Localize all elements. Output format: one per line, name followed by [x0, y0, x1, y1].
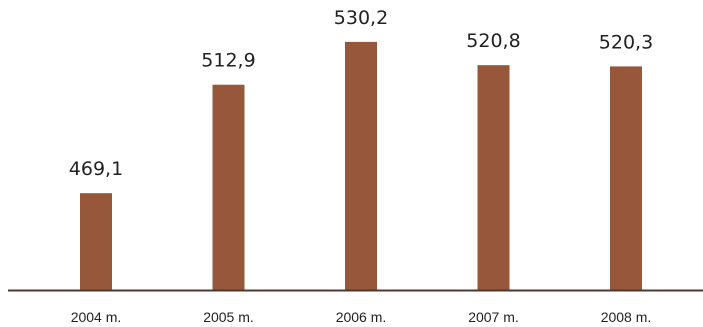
bar-value-label: 512,9 [201, 50, 255, 72]
bar-2004-m [80, 193, 112, 290]
bar-value-label: 469,1 [69, 158, 123, 180]
bar-value-label: 520,8 [466, 30, 520, 52]
bars-group [80, 41, 642, 291]
bar-2006-m [345, 41, 377, 291]
value-labels-group: 469,1 512,9 530,2 520,8 520,3 [69, 7, 653, 180]
bar-2008-m [610, 66, 642, 291]
x-tick-label: 2008 m. [601, 309, 652, 325]
bar-2007-m [477, 65, 510, 291]
bar-2005-m [212, 84, 245, 290]
x-tick-label: 2004 m. [71, 309, 122, 325]
x-tick-label: 2007 m. [468, 309, 519, 325]
x-tick-label: 2005 m. [203, 309, 254, 325]
x-tick-labels-group: 2004 m. 2005 m. 2006 m. 2007 m. 2008 m. [71, 309, 652, 325]
bar-value-label: 530,2 [334, 7, 388, 29]
x-tick-label: 2006 m. [336, 309, 387, 325]
bar-value-label: 520,3 [599, 31, 653, 53]
